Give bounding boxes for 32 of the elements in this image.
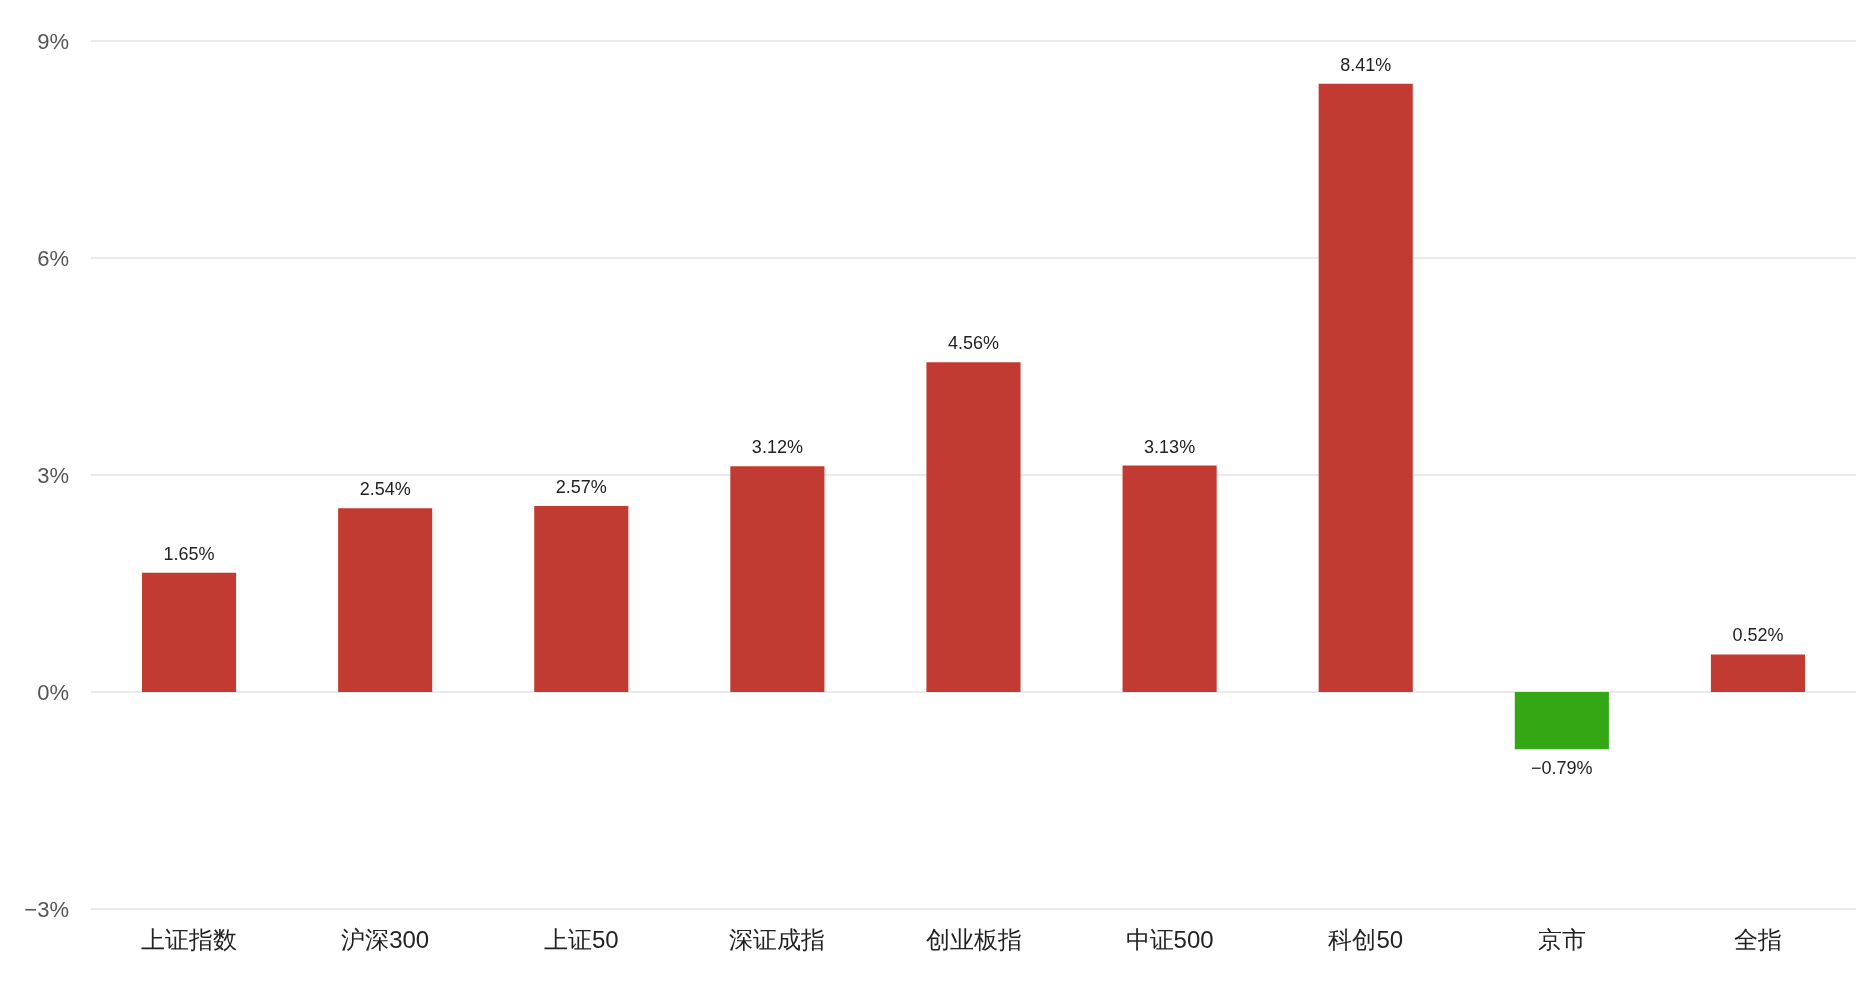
data-label: 0.52% [1732, 625, 1784, 646]
bar [730, 466, 825, 692]
bar [1318, 83, 1413, 692]
x-tick-label: 深证成指 [729, 925, 826, 953]
data-label: 3.13% [1144, 436, 1196, 457]
bar [338, 508, 433, 692]
x-tick-label: 科创50 [1328, 925, 1404, 953]
x-tick-label: 京市 [1537, 925, 1586, 953]
bar [141, 572, 237, 692]
data-label: 4.56% [947, 333, 1000, 354]
data-label: 8.41% [1340, 54, 1392, 75]
y-tick-label: 3% [37, 462, 69, 488]
data-label: 1.65% [163, 543, 215, 564]
y-tick-label: 0% [37, 679, 69, 705]
data-label: 3.12% [751, 437, 803, 458]
y-tick-label: −3% [24, 896, 69, 922]
x-tick-label: 沪深300 [341, 925, 430, 953]
bar [1514, 692, 1609, 750]
x-tick-label: 中证500 [1125, 925, 1214, 953]
x-tick-label: 上证指数 [141, 925, 238, 953]
x-tick-label: 全指 [1733, 925, 1782, 953]
x-tick-label: 上证50 [543, 925, 619, 953]
y-tick-label: 9% [37, 28, 69, 54]
data-label: 2.57% [555, 477, 607, 498]
bar [926, 362, 1021, 692]
bar [1122, 465, 1217, 692]
bar [534, 506, 629, 692]
data-label: 2.54% [359, 479, 411, 500]
y-tick-label: 6% [37, 245, 69, 271]
x-tick-label: 创业板指 [925, 925, 1022, 953]
bar [1710, 654, 1806, 692]
data-label: −0.79% [1531, 758, 1593, 779]
